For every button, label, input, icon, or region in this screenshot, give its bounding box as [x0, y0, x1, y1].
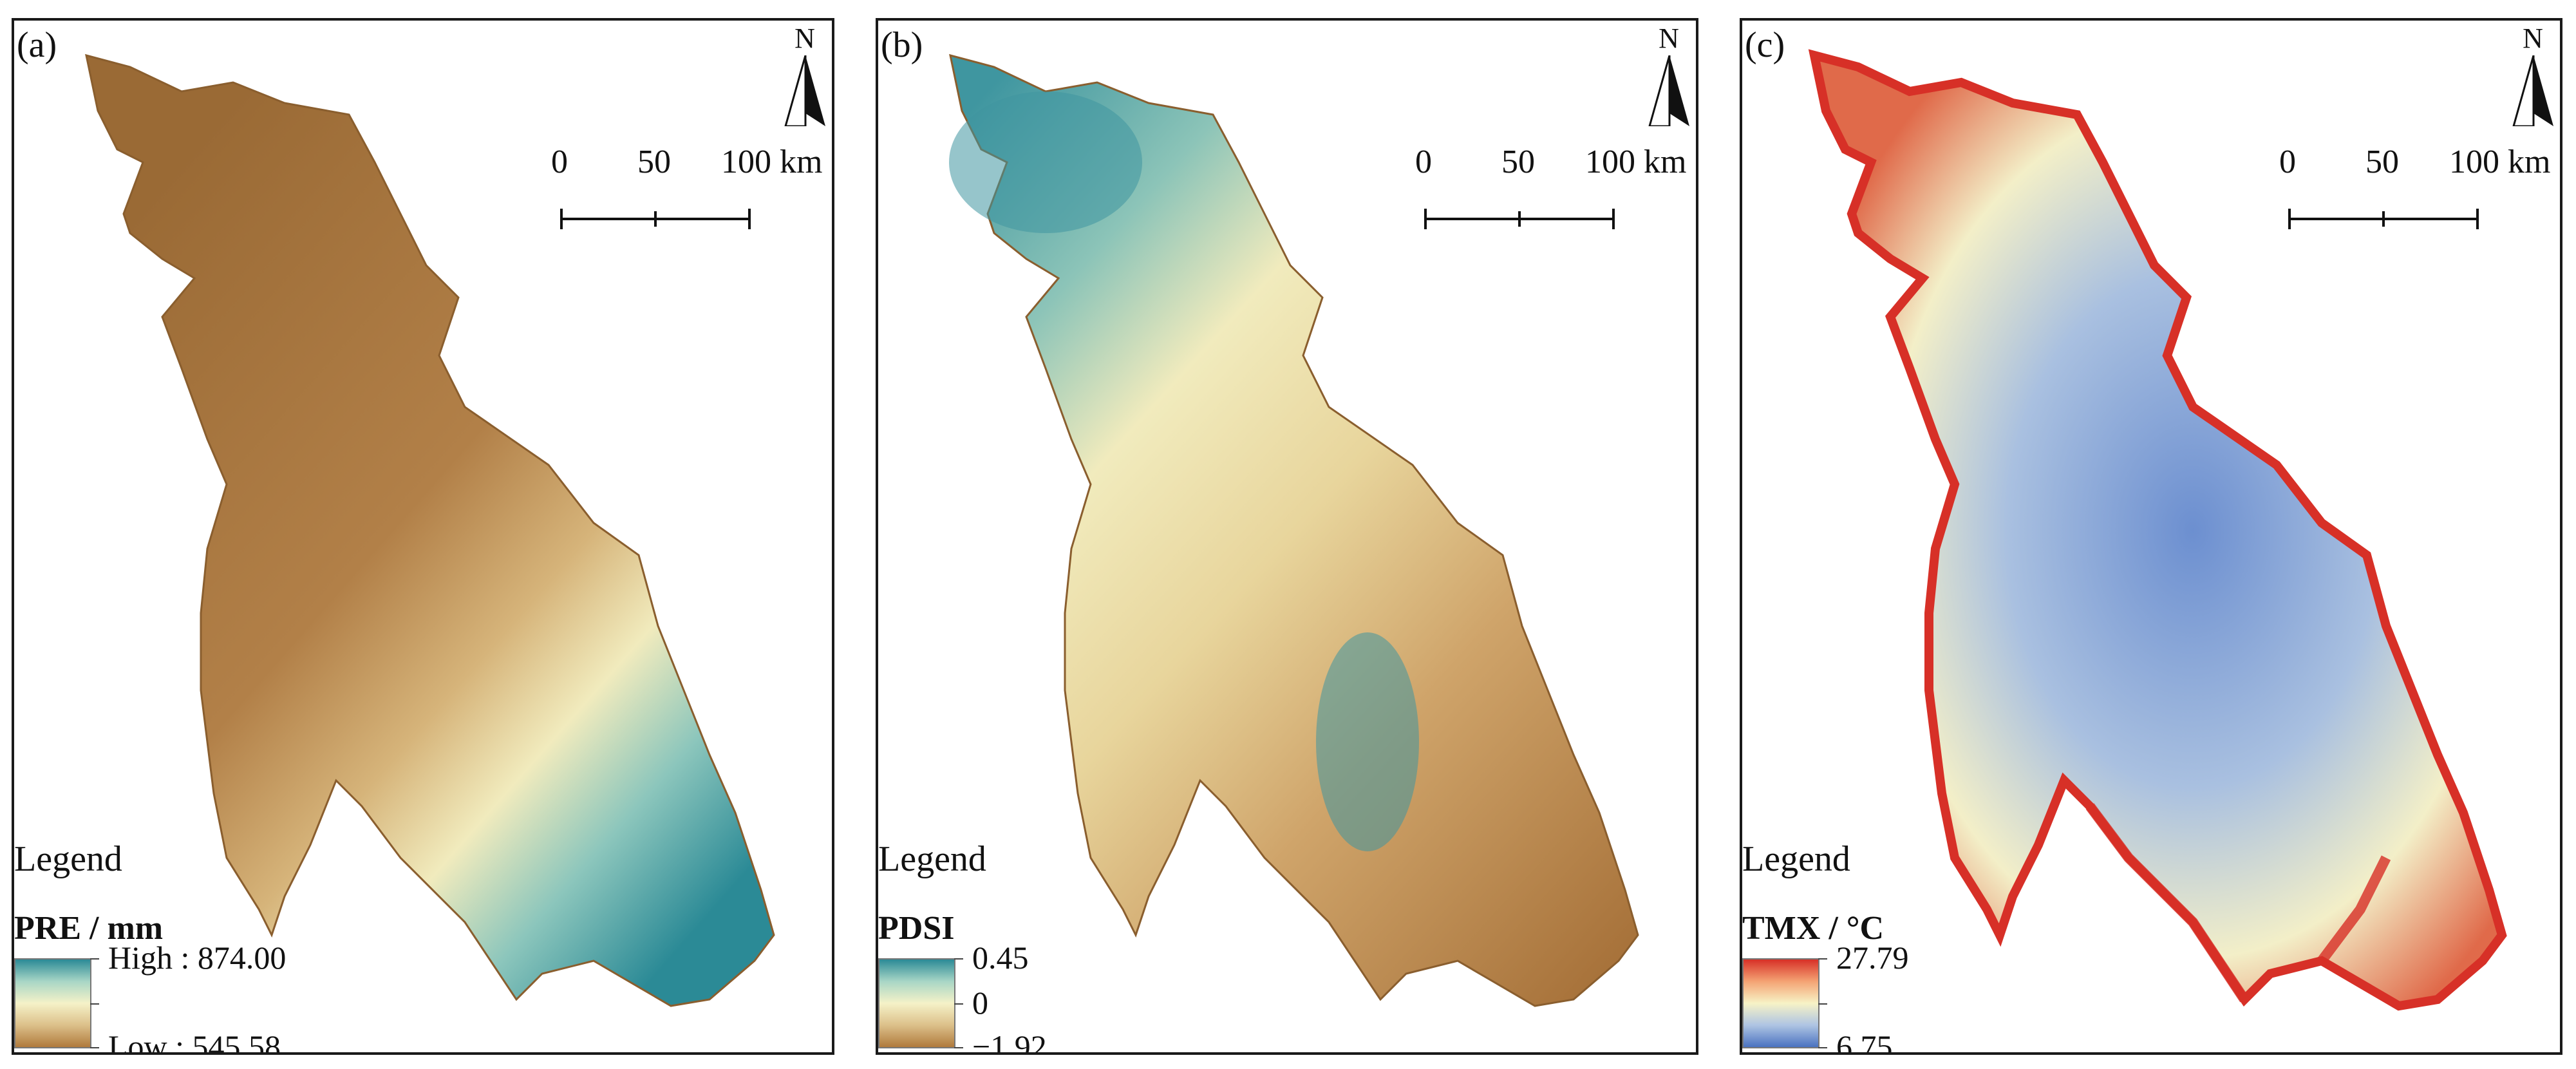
- legend-max-label: 0.45: [972, 940, 1029, 976]
- scale-label-0: 0: [551, 144, 568, 180]
- scale-label-0: 0: [1415, 144, 1432, 180]
- north-arrow: N: [2507, 22, 2559, 131]
- panel-label: (b): [881, 25, 923, 65]
- map-panel-tmx: (c) N 0 50 100 km Legend TMX / °C 27.79 …: [1740, 18, 2562, 1055]
- ramp-tick-mid: [90, 1003, 99, 1005]
- color-ramp: [1742, 958, 1819, 1048]
- legend: Legend TMX / °C 27.79 6.75: [1742, 831, 2180, 1055]
- legend-min-label: Low : 545.58: [108, 1028, 281, 1055]
- ramp-tick-mid: [954, 1003, 963, 1005]
- scale-line-icon: [2288, 209, 2479, 229]
- ramp-tick-min: [954, 1047, 963, 1048]
- north-arrow-icon: [784, 55, 825, 126]
- legend-variable: PDSI: [878, 910, 955, 947]
- scale-label-0: 0: [2279, 144, 2296, 180]
- scale-label-50: 50: [1501, 144, 1535, 180]
- basin-shape-a: [85, 53, 775, 1007]
- scale-label-100: 100 km: [1585, 144, 1687, 180]
- legend-min-label: −1.92: [972, 1028, 1047, 1055]
- ramp-tick-max: [1818, 958, 1827, 960]
- north-arrow-icon: [1648, 55, 1689, 126]
- scale-label-100: 100 km: [2449, 144, 2551, 180]
- ramp-tick-mid: [1818, 1003, 1827, 1005]
- scale-label-50: 50: [2365, 144, 2399, 180]
- color-ramp: [878, 958, 955, 1048]
- scale-bar: 0 50 100 km: [1415, 143, 1686, 233]
- scale-label-50: 50: [637, 144, 671, 180]
- scale-bar: 0 50 100 km: [551, 143, 822, 233]
- legend-mid-label: 0: [972, 985, 988, 1021]
- scale-line-icon: [560, 209, 751, 229]
- legend-title: Legend: [14, 839, 122, 879]
- legend: Legend PRE / mm High : 874.00 Low : 545.…: [14, 831, 452, 1055]
- pre-raster-map: [85, 53, 775, 1007]
- ramp-tick-max: [954, 958, 963, 960]
- north-label: N: [794, 23, 815, 54]
- north-label: N: [2523, 23, 2543, 54]
- legend-max-label: 27.79: [1836, 940, 1909, 976]
- north-arrow: N: [779, 22, 831, 131]
- panel-label: (c): [1745, 25, 1785, 65]
- map-panel-pdsi: (b) N 0 50 100 km Legend PDSI 0.45 0 −1.…: [876, 18, 1698, 1055]
- basin-shape-b: [949, 53, 1639, 1007]
- scale-line-icon: [1424, 209, 1615, 229]
- ramp-tick-min: [90, 1047, 99, 1048]
- legend-title: Legend: [1742, 839, 1850, 879]
- color-ramp: [14, 958, 91, 1048]
- legend-min-label: 6.75: [1836, 1028, 1893, 1055]
- ramp-tick-max: [90, 958, 99, 960]
- north-arrow: N: [1643, 22, 1695, 131]
- scale-label-100: 100 km: [721, 144, 823, 180]
- scale-bar: 0 50 100 km: [2279, 143, 2550, 233]
- tmx-raster-map: [1808, 49, 2507, 1011]
- north-label: N: [1659, 23, 1679, 54]
- legend-variable: TMX / °C: [1742, 910, 1885, 947]
- legend-variable: PRE / mm: [14, 910, 164, 947]
- ramp-tick-min: [1818, 1047, 1827, 1048]
- legend-max-label: High : 874.00: [108, 940, 287, 976]
- north-arrow-icon: [2512, 55, 2553, 126]
- panel-label: (a): [17, 25, 57, 65]
- pdsi-raster-map: [949, 53, 1639, 1007]
- legend-title: Legend: [878, 839, 986, 879]
- legend: Legend PDSI 0.45 0 −1.92: [878, 831, 1316, 1055]
- map-panel-pre: (a) N 0 50 100 km Legend PRE / mm High :…: [12, 18, 834, 1055]
